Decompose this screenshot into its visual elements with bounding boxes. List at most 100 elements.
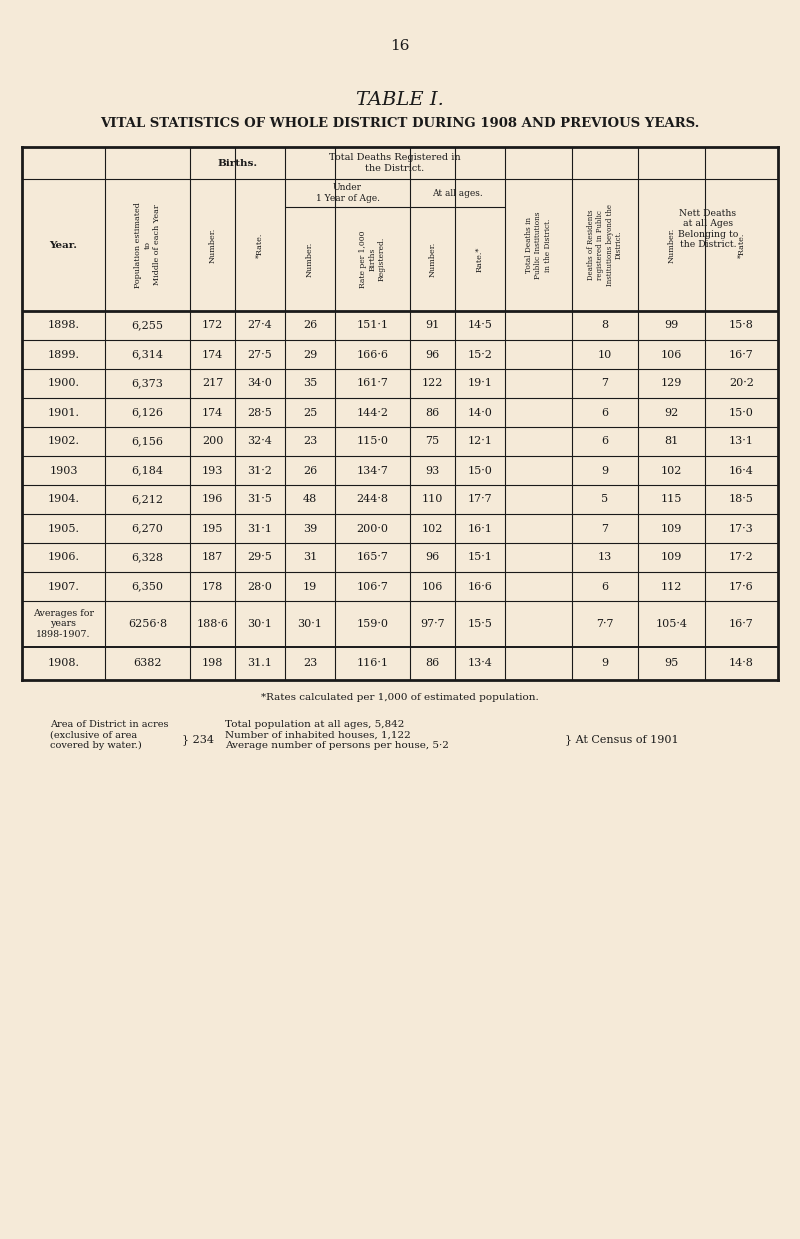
Text: 200·0: 200·0 [357, 524, 389, 534]
Text: 31.1: 31.1 [247, 658, 273, 669]
Text: At all ages.: At all ages. [432, 188, 483, 197]
Text: 15·0: 15·0 [729, 408, 754, 418]
Text: 17·3: 17·3 [729, 524, 754, 534]
Text: Year.: Year. [50, 240, 78, 249]
Text: 17·7: 17·7 [468, 494, 492, 504]
Text: 19: 19 [303, 581, 317, 591]
Text: Births.: Births. [218, 159, 258, 167]
Text: 31: 31 [303, 553, 317, 563]
Text: 165·7: 165·7 [357, 553, 389, 563]
Text: 95: 95 [664, 658, 678, 669]
Text: 16: 16 [390, 38, 410, 53]
Text: Number.: Number. [667, 228, 675, 263]
Text: 106·7: 106·7 [357, 581, 389, 591]
Text: 6382: 6382 [134, 658, 162, 669]
Text: Number.: Number. [209, 228, 217, 263]
Text: 28·0: 28·0 [247, 581, 273, 591]
Text: 14·0: 14·0 [467, 408, 493, 418]
Text: Rate.*: Rate.* [476, 247, 484, 271]
Text: 166·6: 166·6 [357, 349, 389, 359]
Text: 29·5: 29·5 [247, 553, 273, 563]
Text: 1908.: 1908. [47, 658, 79, 669]
Text: Population estimated
to
Middle of each Year: Population estimated to Middle of each Y… [134, 202, 161, 287]
Text: 30·1: 30·1 [247, 620, 273, 629]
Text: 97·7: 97·7 [420, 620, 445, 629]
Text: 172: 172 [202, 321, 223, 331]
Text: Under
1 Year of Age.: Under 1 Year of Age. [315, 183, 379, 203]
Text: 116·1: 116·1 [357, 658, 389, 669]
Text: 1902.: 1902. [47, 436, 79, 446]
Text: 6256·8: 6256·8 [128, 620, 167, 629]
Text: 7·7: 7·7 [596, 620, 614, 629]
Text: 6,314: 6,314 [131, 349, 163, 359]
Text: 6,184: 6,184 [131, 466, 163, 476]
Text: 110: 110 [422, 494, 443, 504]
Text: 188·6: 188·6 [197, 620, 229, 629]
Text: 196: 196 [202, 494, 223, 504]
Text: 1907.: 1907. [47, 581, 79, 591]
Text: 15·8: 15·8 [729, 321, 754, 331]
Text: 122: 122 [422, 378, 443, 389]
Text: 48: 48 [303, 494, 317, 504]
Text: 16·6: 16·6 [467, 581, 493, 591]
Text: 6,255: 6,255 [131, 321, 163, 331]
Text: VITAL STATISTICS OF WHOLE DISTRICT DURING 1908 AND PREVIOUS YEARS.: VITAL STATISTICS OF WHOLE DISTRICT DURIN… [100, 116, 700, 130]
Text: 91: 91 [426, 321, 440, 331]
Text: 102: 102 [422, 524, 443, 534]
Text: 16·1: 16·1 [467, 524, 493, 534]
Text: 115: 115 [661, 494, 682, 504]
Text: 31·5: 31·5 [247, 494, 273, 504]
Text: 23: 23 [303, 658, 317, 669]
Text: 27·5: 27·5 [248, 349, 272, 359]
Text: Rate per 1,000
Births
Registered.: Rate per 1,000 Births Registered. [359, 230, 386, 287]
Text: Number.: Number. [306, 242, 314, 276]
Text: 217: 217 [202, 378, 223, 389]
Text: 178: 178 [202, 581, 223, 591]
Text: 6: 6 [602, 436, 609, 446]
Text: 93: 93 [426, 466, 440, 476]
Text: Total Deaths in
Public Institutions
in the District.: Total Deaths in Public Institutions in t… [526, 212, 552, 279]
Text: 144·2: 144·2 [357, 408, 389, 418]
Text: 15·0: 15·0 [467, 466, 493, 476]
Text: 10: 10 [598, 349, 612, 359]
Text: 86: 86 [426, 658, 440, 669]
Text: 99: 99 [664, 321, 678, 331]
Text: 29: 29 [303, 349, 317, 359]
Text: 32·4: 32·4 [247, 436, 273, 446]
Text: 115·0: 115·0 [357, 436, 389, 446]
Text: 159·0: 159·0 [357, 620, 389, 629]
Text: 27·4: 27·4 [248, 321, 272, 331]
Text: 17·2: 17·2 [729, 553, 754, 563]
Text: 187: 187 [202, 553, 223, 563]
Text: 14·8: 14·8 [729, 658, 754, 669]
Text: 244·8: 244·8 [357, 494, 389, 504]
Text: Area of District in acres
(exclusive of area
covered by water.): Area of District in acres (exclusive of … [50, 720, 169, 750]
Text: 15·5: 15·5 [467, 620, 493, 629]
Text: 30·1: 30·1 [298, 620, 322, 629]
Text: 81: 81 [664, 436, 678, 446]
Text: 106: 106 [422, 581, 443, 591]
Text: Nett Deaths
at all Ages
Belonging to
the District.: Nett Deaths at all Ages Belonging to the… [678, 209, 738, 249]
Text: 86: 86 [426, 408, 440, 418]
Text: 1899.: 1899. [47, 349, 79, 359]
Text: 195: 195 [202, 524, 223, 534]
Text: 15·2: 15·2 [467, 349, 493, 359]
Text: 16·7: 16·7 [729, 620, 754, 629]
Text: Averages for
years
1898-1907.: Averages for years 1898-1907. [33, 610, 94, 639]
Text: Number.: Number. [429, 242, 437, 276]
Text: 20·2: 20·2 [729, 378, 754, 389]
Text: 31·2: 31·2 [247, 466, 273, 476]
Text: 25: 25 [303, 408, 317, 418]
Text: Deaths of Residents
registered in Public
Institutions beyond the
District.: Deaths of Residents registered in Public… [587, 204, 622, 286]
Text: } 234: } 234 [182, 733, 214, 745]
Text: 96: 96 [426, 349, 440, 359]
Text: TABLE I.: TABLE I. [356, 90, 444, 109]
Text: 1905.: 1905. [47, 524, 79, 534]
Text: 96: 96 [426, 553, 440, 563]
Text: 106: 106 [661, 349, 682, 359]
Text: 16·4: 16·4 [729, 466, 754, 476]
Text: 109: 109 [661, 553, 682, 563]
Text: 34·0: 34·0 [247, 378, 273, 389]
Text: 102: 102 [661, 466, 682, 476]
Text: Total Deaths Registered in
the District.: Total Deaths Registered in the District. [329, 154, 461, 172]
